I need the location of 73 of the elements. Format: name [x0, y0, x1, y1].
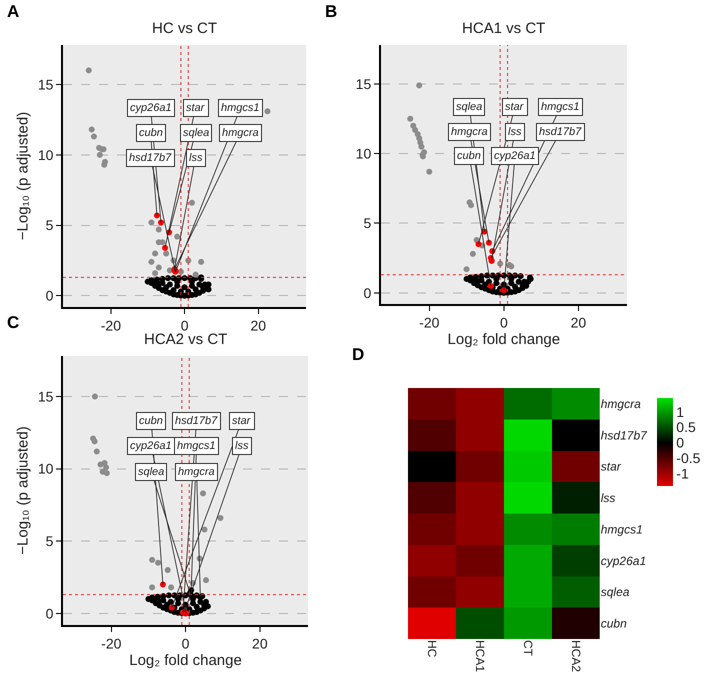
y-tick-label: 0	[363, 284, 372, 301]
annotation: lss	[235, 440, 249, 452]
annotation: hmgcra	[178, 466, 215, 478]
y-tick-label: 15	[38, 76, 54, 92]
annotation: star	[232, 415, 252, 427]
annotation: hmgcs1	[221, 102, 260, 114]
x-axis-title: Log₂ fold change	[129, 652, 242, 670]
y-tick-label: lss	[600, 491, 616, 506]
y-tick-label: sqlea	[600, 585, 630, 600]
annotation: cubn	[457, 150, 481, 162]
y-axis-title: −Log₁₀ (p adjusted)	[14, 426, 32, 555]
y-tick-label: 5	[363, 215, 372, 232]
annotation: lss	[508, 126, 522, 138]
annotation: cyp26a1	[130, 102, 172, 114]
x-tick-label: -20	[100, 318, 122, 334]
annotation: cubn	[139, 415, 163, 427]
y-tick-label: cyp26a1	[600, 554, 646, 568]
x-tick-label: 20	[252, 636, 268, 652]
annotation: cyp26a1	[494, 150, 536, 162]
chart-title: HCA2 vs CT	[144, 331, 228, 348]
x-tick-label: CT	[520, 640, 535, 657]
x-tick-label: -20	[419, 314, 440, 331]
chart-title: HCA1 vs CT	[462, 20, 546, 37]
x-tick-label: HC	[425, 640, 439, 658]
x-axis-title: Log₂ fold change	[448, 331, 560, 348]
y-tick-label: hsd17b7	[600, 428, 648, 442]
y-tick-label: 0	[46, 288, 54, 304]
annotation: hmgcs1	[541, 101, 580, 113]
y-tick-label: hmgcs1	[600, 522, 643, 536]
x-tick-label: 0	[180, 318, 189, 334]
text: D	[352, 345, 364, 364]
y-tick-label: 15	[356, 76, 372, 92]
x-tick-label: HCA1	[472, 640, 487, 672]
x-tick-label: HCA2	[568, 640, 583, 672]
annotation: hsd17b7	[175, 415, 218, 427]
y-tick-label: 10	[356, 146, 372, 162]
y-tick-label: 10	[38, 146, 54, 163]
annotation: sqlea	[138, 466, 164, 478]
annotation: hmgcra	[451, 126, 488, 138]
text: B	[325, 2, 338, 21]
annotation: cubn	[139, 127, 163, 139]
y-tick-label: 10	[38, 460, 54, 477]
annotation: star	[505, 101, 525, 113]
y-tick-label: 5	[46, 217, 54, 234]
y-tick-label: 15	[38, 388, 54, 404]
x-tick-label: -20	[101, 636, 122, 652]
y-tick-label: hmgcra	[600, 396, 642, 411]
annotation: hmgcra	[222, 127, 259, 139]
annotation: lss	[189, 152, 203, 164]
x-tick-label: 20	[250, 318, 266, 334]
y-tick-label: cubn	[600, 616, 628, 631]
text: C	[7, 313, 20, 332]
annotation: hsd17b7	[539, 126, 582, 138]
annotation: sqlea	[456, 101, 482, 113]
annotation: sqlea	[183, 127, 210, 139]
color-bar-label: -1	[676, 466, 689, 482]
text: A	[7, 2, 20, 21]
annotation: hsd17b7	[129, 152, 172, 164]
color-bar-label: 1	[676, 404, 684, 420]
y-tick-label: 5	[46, 533, 54, 550]
y-axis-title: −Log₁₀ (p adjusted)	[14, 112, 32, 240]
y-tick-label: star	[600, 460, 622, 474]
annotation: hmgcs1	[177, 440, 216, 452]
annotation: star	[186, 102, 206, 114]
color-bar-label: -0.5	[676, 450, 701, 466]
color-bar-label: 0	[676, 434, 684, 451]
x-tick-label: 20	[570, 314, 586, 331]
color-bar-label: 0.5	[676, 419, 696, 436]
x-tick-label: 0	[500, 314, 508, 331]
y-tick-label: 0	[46, 605, 54, 622]
annotation: cyp26a1	[130, 440, 172, 452]
chart-title: HC vs CT	[152, 20, 217, 37]
x-tick-label: 0	[182, 636, 190, 652]
